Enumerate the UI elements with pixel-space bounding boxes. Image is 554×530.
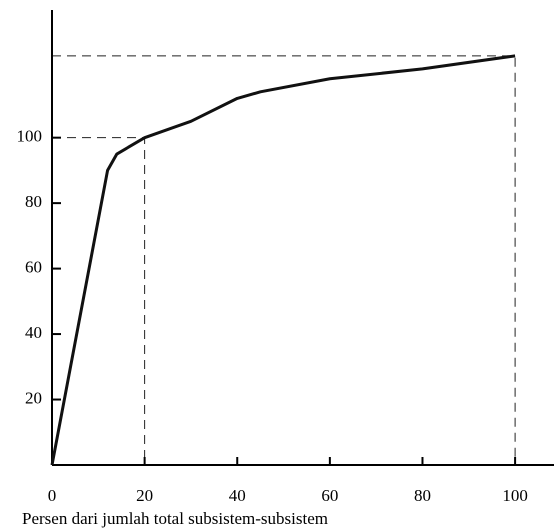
x-tick-label: 60 [321, 486, 338, 505]
reference-line [52, 137, 146, 465]
x-tick-label: 100 [502, 486, 528, 505]
y-tick-label: 40 [25, 323, 42, 342]
x-tick-label: 0 [48, 486, 57, 505]
y-tick-label: 20 [25, 388, 42, 407]
curve [50, 54, 516, 466]
reference-line [52, 55, 516, 465]
x-tick-label: 40 [229, 486, 246, 505]
x-axis-label: Persen dari jumlah total subsistem-subsi… [22, 509, 328, 528]
x-tick-label: 20 [136, 486, 153, 505]
y-tick-label: 80 [25, 192, 42, 211]
y-tick-label: 60 [25, 258, 42, 277]
y-tick-label: 100 [17, 127, 43, 146]
x-tick-label: 80 [414, 486, 431, 505]
